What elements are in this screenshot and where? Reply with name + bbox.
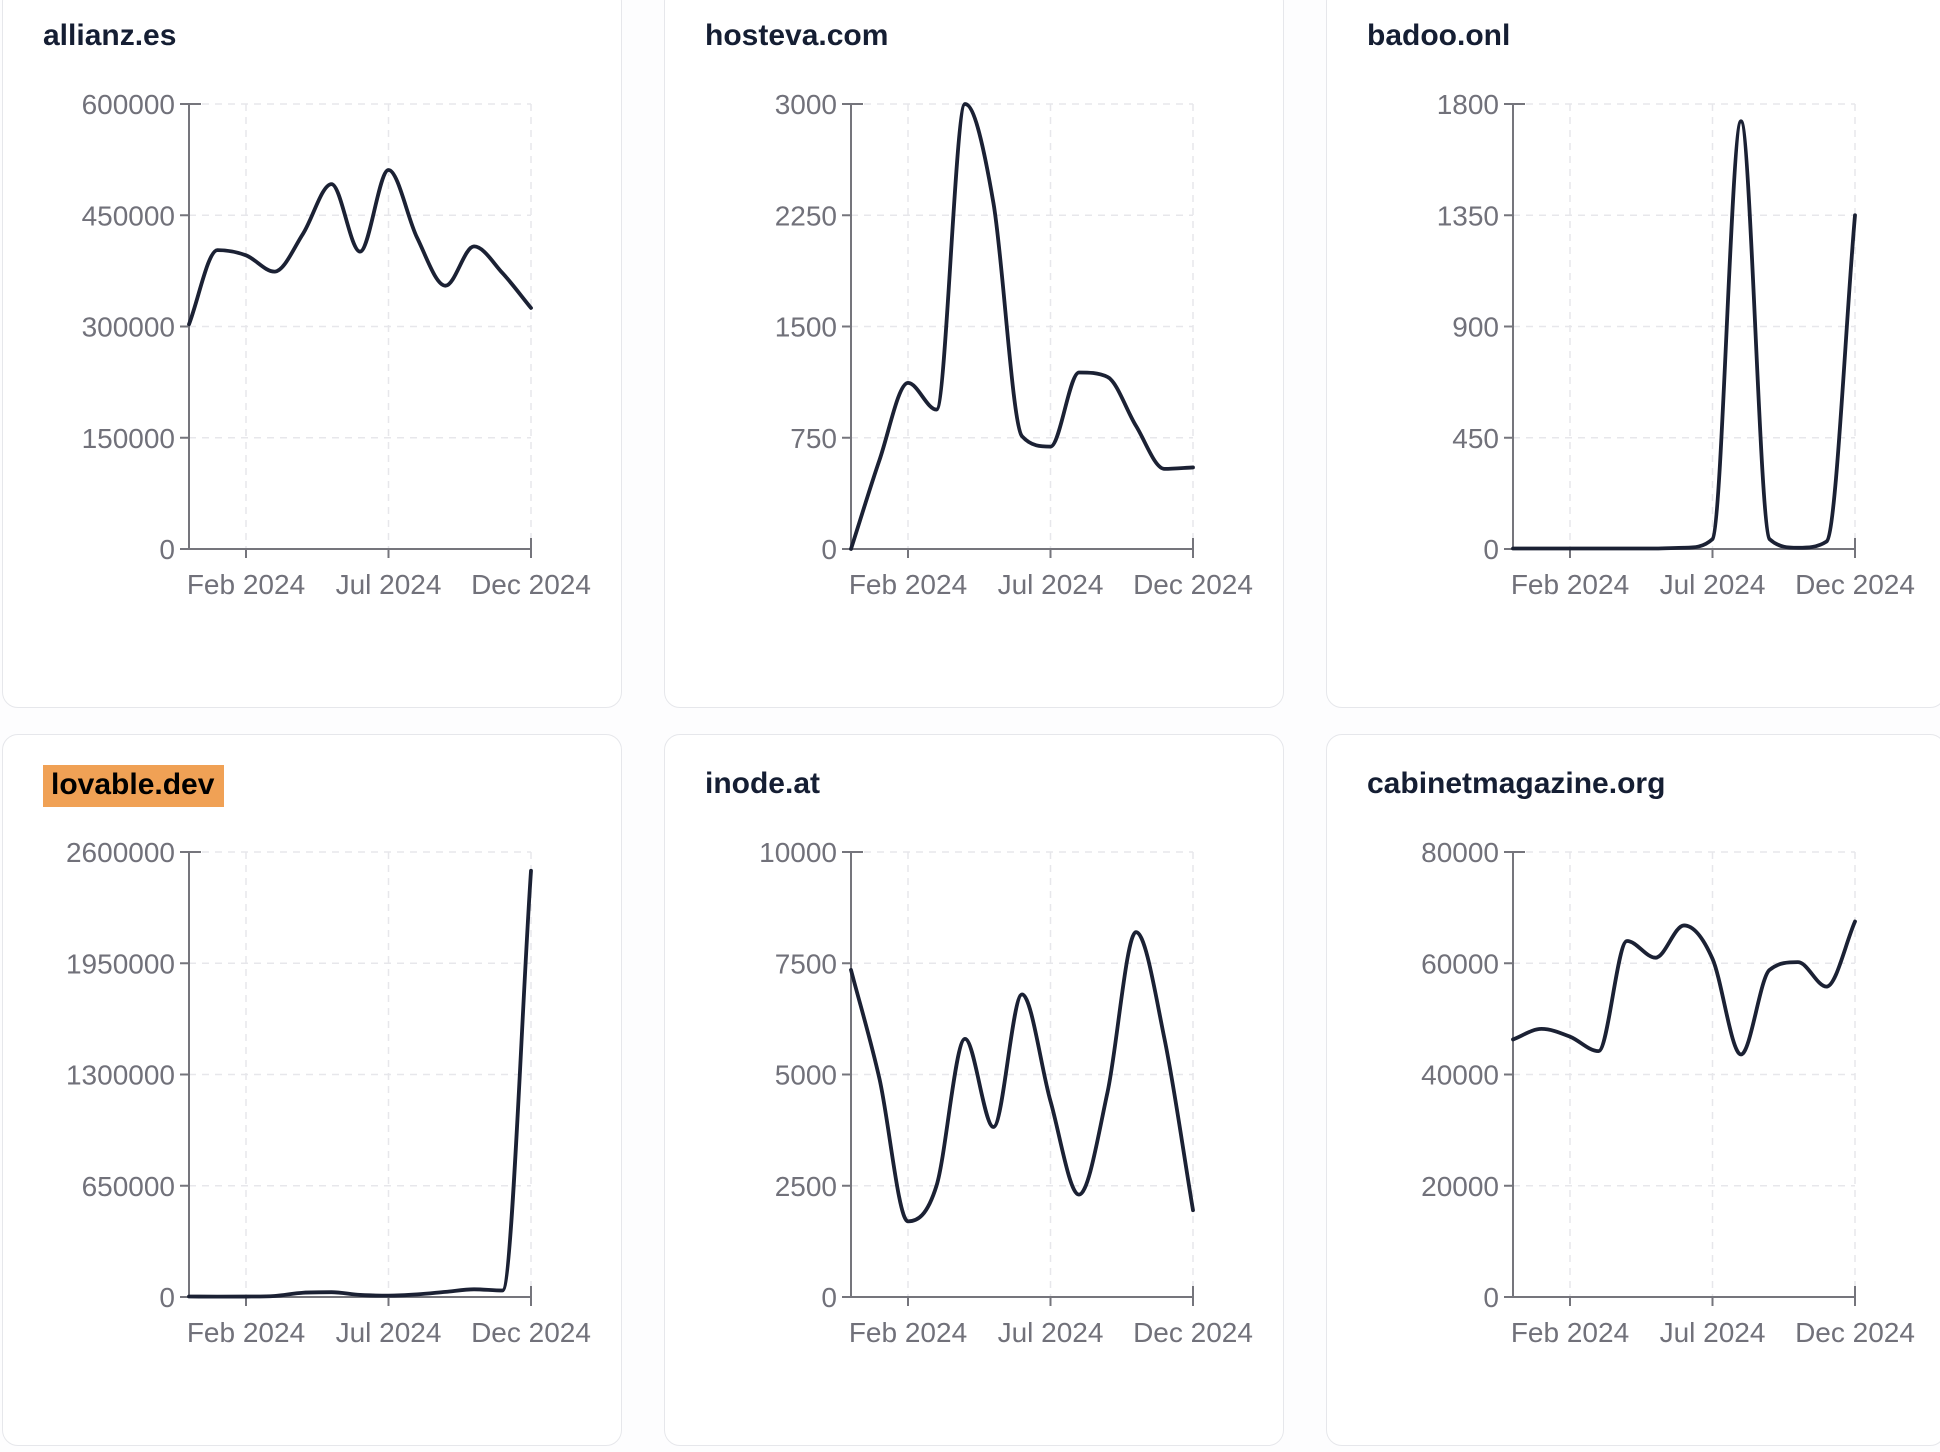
y-tick-label: 300000 — [82, 312, 175, 343]
x-tick-label: Jul 2024 — [1660, 1317, 1766, 1348]
domain-chart-card: badoo.onl 0 450 900 1350 1800 Feb 2024 Jul 202… — [1326, 0, 1940, 708]
traffic-line-chart: 0 650000 1300000 1950000 2600000 Feb 2024 Jul … — [66, 837, 591, 1348]
domain-title: inode.at — [705, 767, 821, 800]
domain-title: badoo.onl — [1367, 19, 1511, 52]
traffic-line-chart: 0 20000 40000 60000 80000 Feb 2024 Jul 2024 Dec… — [1421, 837, 1915, 1348]
y-tick-label: 3000 — [775, 89, 837, 120]
series-line — [1511, 119, 1857, 551]
traffic-line-chart: 0 450 900 1350 1800 Feb 2024 Jul 2024 Dec 2024 — [1437, 89, 1915, 600]
y-tick-label: 450 — [1452, 423, 1499, 454]
x-tick-label: Dec 2024 — [1795, 569, 1915, 600]
y-tick-label: 80000 — [1421, 837, 1499, 868]
x-tick-label: Jul 2024 — [998, 569, 1104, 600]
y-tick-label: 150000 — [82, 423, 175, 454]
domain-chart-card: cabinetmagazine.org 0 20000 40000 60000 8000… — [1326, 734, 1940, 1446]
grid-lines — [189, 851, 532, 1297]
y-tick-label: 1300000 — [66, 1060, 175, 1091]
card-title-row: lovable.dev — [43, 765, 621, 807]
card-title-row: badoo.onl — [1367, 17, 1940, 59]
card-title-row: cabinetmagazine.org — [1367, 765, 1940, 807]
x-tick-label: Jul 2024 — [336, 569, 442, 600]
y-tick-label: 0 — [821, 1282, 837, 1313]
x-tick-label: Dec 2024 — [471, 1317, 591, 1348]
y-tick-label: 40000 — [1421, 1060, 1499, 1091]
y-tick-label: 10000 — [759, 837, 837, 868]
domain-title: allianz.es — [43, 19, 177, 52]
y-tick-label: 750 — [790, 423, 837, 454]
domain-chart-card: hosteva.com 0 750 1500 2250 3000 Feb 2024 Jul … — [664, 0, 1284, 708]
y-tick-label: 0 — [1483, 534, 1499, 565]
y-tick-label: 5000 — [775, 1060, 837, 1091]
y-tick-label: 650000 — [82, 1171, 175, 1202]
x-tick-label: Feb 2024 — [187, 569, 305, 600]
y-tick-label: 2600000 — [66, 837, 175, 868]
y-tick-label: 1800 — [1437, 89, 1499, 120]
y-tick-label: 450000 — [82, 200, 175, 231]
series-line — [849, 102, 1195, 551]
x-tick-label: Feb 2024 — [849, 569, 967, 600]
grid-lines — [851, 103, 1194, 549]
y-tick-label: 2500 — [775, 1171, 837, 1202]
domain-title-highlighted: lovable.dev — [43, 765, 225, 807]
domain-title: hosteva.com — [705, 19, 889, 52]
x-tick-label: Jul 2024 — [998, 1317, 1104, 1348]
x-tick-label: Jul 2024 — [336, 1317, 442, 1348]
domain-chart-card: inode.at 0 2500 5000 7500 10000 Feb 2024 Jul 2… — [664, 734, 1284, 1446]
y-tick-label: 1350 — [1437, 200, 1499, 231]
y-tick-label: 600000 — [82, 89, 175, 120]
x-tick-label: Feb 2024 — [849, 1317, 967, 1348]
card-title-row: inode.at — [705, 765, 1283, 807]
grid-lines — [1513, 851, 1856, 1297]
y-tick-label: 7500 — [775, 948, 837, 979]
x-tick-label: Jul 2024 — [1660, 569, 1766, 600]
domain-chart-card: lovable.dev 0 650000 1300000 1950000 2600000… — [2, 734, 622, 1446]
traffic-line-chart: 0 150000 300000 450000 600000 Feb 2024 Jul 202… — [82, 89, 591, 600]
y-tick-label: 0 — [159, 534, 175, 565]
domain-chart-card: allianz.es 0 150000 300000 450000 600000 Feb … — [2, 0, 622, 708]
y-tick-label: 1950000 — [66, 948, 175, 979]
series-line — [849, 930, 1195, 1224]
card-title-row: hosteva.com — [705, 17, 1283, 59]
series-line — [1511, 919, 1857, 1057]
x-tick-label: Dec 2024 — [1795, 1317, 1915, 1348]
traffic-line-chart: 0 2500 5000 7500 10000 Feb 2024 Jul 2024 Dec 20… — [759, 837, 1253, 1348]
grid-lines — [1513, 103, 1856, 549]
y-tick-label: 0 — [1483, 1282, 1499, 1313]
x-tick-label: Dec 2024 — [1133, 569, 1253, 600]
grid-lines — [189, 103, 532, 549]
x-tick-label: Feb 2024 — [1511, 1317, 1629, 1348]
x-tick-label: Dec 2024 — [1133, 1317, 1253, 1348]
domain-title: cabinetmagazine.org — [1367, 767, 1666, 800]
y-tick-label: 0 — [159, 1282, 175, 1313]
x-tick-label: Feb 2024 — [1511, 569, 1629, 600]
card-title-row: allianz.es — [43, 17, 621, 59]
y-tick-label: 2250 — [775, 200, 837, 231]
x-tick-label: Feb 2024 — [187, 1317, 305, 1348]
y-tick-label: 60000 — [1421, 948, 1499, 979]
series-line — [187, 168, 533, 327]
x-tick-label: Dec 2024 — [471, 569, 591, 600]
traffic-line-chart: 0 750 1500 2250 3000 Feb 2024 Jul 2024 Dec 2024 — [775, 89, 1253, 600]
grid-lines — [851, 851, 1194, 1297]
series-line — [187, 868, 533, 1299]
y-tick-label: 1500 — [775, 312, 837, 343]
y-tick-label: 900 — [1452, 312, 1499, 343]
y-tick-label: 20000 — [1421, 1171, 1499, 1202]
y-tick-label: 0 — [821, 534, 837, 565]
